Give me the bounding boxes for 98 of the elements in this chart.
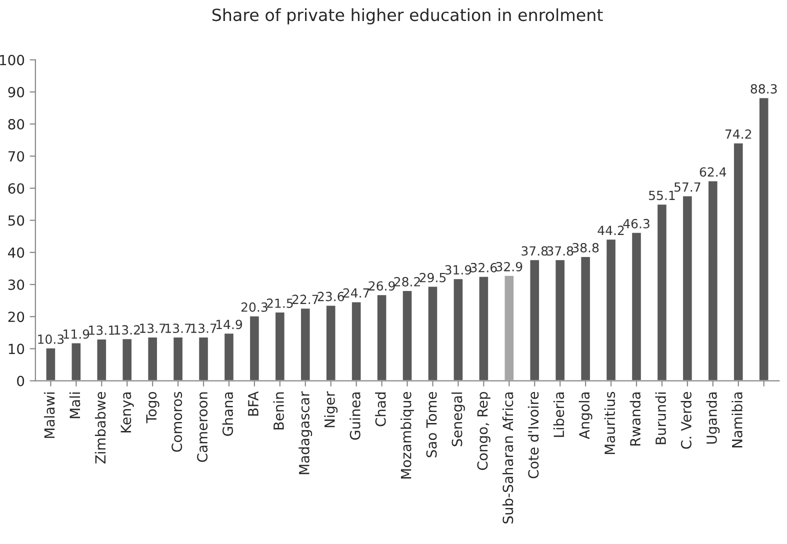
bar: [300, 307, 312, 381]
bar: [70, 342, 82, 381]
data-label: 13.2: [114, 325, 140, 335]
data-label: 22.7: [292, 294, 318, 304]
data-label: 32.6: [470, 262, 497, 272]
x-tick-label: Sub-Saharan Africa: [502, 392, 514, 524]
x-tick-label: Namibia: [732, 392, 742, 448]
bar: [682, 194, 694, 381]
y-tick-label: 80: [8, 119, 24, 130]
data-label: 24.7: [343, 288, 370, 298]
bar: [172, 336, 184, 381]
x-tick-label: Liberia: [553, 392, 564, 437]
bar: [528, 258, 540, 381]
data-label: 44.2: [598, 226, 624, 235]
data-label: 13.1: [89, 325, 114, 335]
x-tick-label: Niger: [324, 391, 338, 428]
x-tick-label: Zimbabwe: [94, 392, 106, 464]
y-tick-label: 50: [8, 215, 24, 226]
x-tick-label: Sao Tome: [426, 392, 437, 458]
bar: [401, 290, 414, 381]
data-label: 28.2: [394, 277, 420, 286]
data-label: 10.3: [38, 334, 64, 344]
bar: [350, 300, 362, 381]
bar: [452, 278, 464, 381]
bar: [146, 336, 158, 381]
y-tick-label: 20: [8, 312, 24, 322]
x-tick-label: Mali: [69, 392, 80, 418]
data-label: 46.3: [623, 218, 650, 228]
bar: [707, 180, 719, 381]
data-label: 31.9: [445, 265, 472, 275]
y-tick-label: 90: [8, 86, 24, 98]
data-label: 23.6: [318, 292, 344, 302]
bar: [198, 336, 210, 381]
data-label: 62.4: [700, 167, 726, 177]
x-tick-label: Benin: [273, 392, 284, 430]
data-label: 74.2: [725, 129, 752, 139]
chart-title: Share of private higher education in enrolment: [212, 8, 603, 24]
y-tick-label: 70: [8, 151, 24, 162]
x-tick-label: Cameroon: [197, 392, 208, 462]
y-tick-label: 0: [17, 376, 24, 386]
data-label: 13.7: [166, 324, 191, 334]
bar: [580, 256, 592, 381]
bar: [96, 338, 108, 381]
bar: [426, 285, 439, 381]
bar: [325, 304, 337, 381]
x-tick-label: Angola: [578, 392, 592, 440]
bar: [605, 238, 617, 381]
x-tick-label: Comoros: [172, 392, 182, 452]
x-tick-label: Madagascar: [298, 391, 312, 474]
data-label: 13.7: [140, 324, 166, 334]
data-label: 20.3: [241, 302, 268, 312]
bar: [274, 311, 286, 381]
bar: [758, 96, 770, 381]
bar: [478, 275, 490, 381]
bar: [376, 294, 388, 381]
bar: [554, 258, 566, 381]
bar: [630, 232, 642, 381]
x-tick-label: Rwanda: [630, 392, 641, 446]
y-tick-label: 30: [8, 279, 24, 290]
data-label: 29.5: [420, 272, 446, 282]
x-tick-label: Congo, Rep: [477, 392, 490, 470]
data-label: 37.8: [547, 246, 574, 256]
bar: [503, 274, 515, 381]
x-tick-label: Malawi: [44, 392, 55, 438]
y-tick-label: 100: [0, 54, 24, 66]
x-tick-label: Kenya: [120, 392, 134, 432]
bar: [223, 332, 235, 381]
bar: [656, 203, 668, 381]
data-label: 13.7: [190, 324, 216, 334]
x-tick-label: Ghana: [222, 392, 234, 436]
data-label: 11.9: [64, 329, 90, 339]
x-tick-label: BFA: [248, 391, 258, 416]
bar: [732, 142, 744, 381]
x-tick-label: Senegal: [451, 392, 465, 446]
bar: [121, 338, 133, 381]
x-tick-label: Uganda: [706, 392, 720, 444]
y-tick-label: 10: [8, 344, 24, 354]
x-tick-label: C. Verde: [680, 392, 692, 449]
x-tick-label: Mauritius: [604, 392, 616, 454]
x-tick-label: Burundi: [655, 392, 666, 444]
bar: [44, 347, 56, 381]
x-tick-label: Guinea: [350, 392, 360, 440]
y-tick-label: 40: [8, 247, 24, 258]
x-tick-label: Togo: [146, 392, 160, 424]
x-tick-label: Chad: [375, 392, 386, 426]
bar: [248, 314, 260, 381]
data-label: 26.9: [368, 281, 395, 291]
data-label: 32.9: [496, 262, 522, 272]
data-label: 88.3: [750, 84, 777, 94]
data-label: 14.9: [216, 320, 242, 330]
x-tick-label: Cote d'Ivoire: [528, 392, 539, 478]
data-label: 21.5: [266, 298, 293, 308]
y-tick-label: 60: [8, 183, 24, 194]
x-tick-label: Mozambique: [400, 392, 414, 479]
data-label: 55.1: [649, 190, 675, 200]
data-label: 57.7: [674, 182, 700, 192]
data-label: 38.8: [572, 243, 599, 252]
data-label: 37.8: [522, 246, 548, 256]
